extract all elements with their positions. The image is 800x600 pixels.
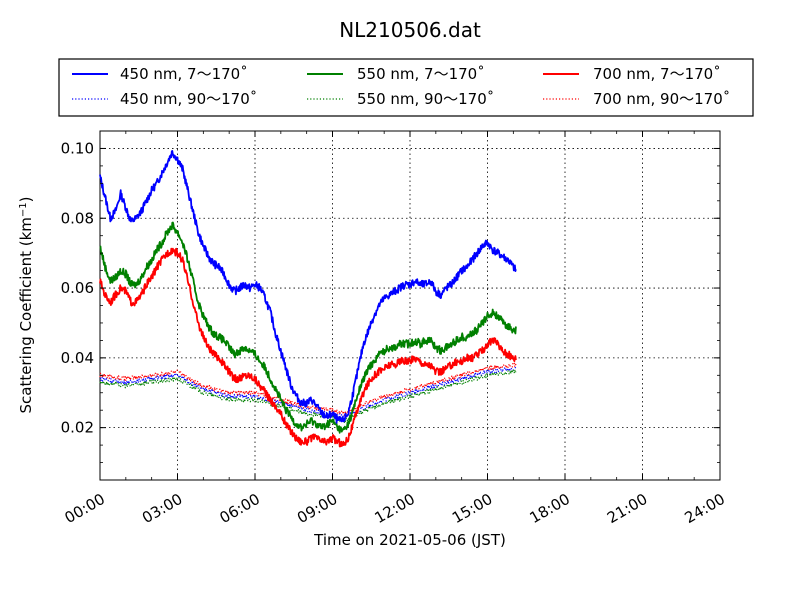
y-tick-label: 0.06 [61,279,94,297]
y-tick-label: 0.02 [61,419,94,437]
legend-label: 550 nm, 90～170˚ [357,90,494,108]
x-tick-label: 24:00 [682,490,728,527]
x-tick-label: 18:00 [527,490,573,527]
y-tick-label: 0.04 [61,349,94,367]
series-line-2 [99,221,517,434]
x-tick-label: 03:00 [139,490,185,527]
plot-area: 00:00 03:00 06:00 09:00 12:00 15:00 18:00 21:00… [61,130,728,527]
chart-title: NL210506.dat [339,18,481,42]
x-tick-label: 15:00 [449,490,495,527]
y-tick-label: 0.08 [61,209,94,227]
series-line-0 [99,150,517,424]
legend-frame [58,58,754,117]
x-axis-label: Time on 2021-05-06 (JST) [313,531,506,549]
y-axis-label-sup: −1 [18,202,29,217]
legend-label: 550 nm, 7～170˚ [357,65,485,83]
series-line-1 [99,367,517,419]
x-tick-label: 06:00 [217,490,263,527]
x-tick-label: 09:00 [294,490,340,527]
legend-label: 450 nm, 7～170˚ [120,65,248,83]
x-tick-label: 12:00 [372,490,418,527]
x-tick-label: 00:00 [62,490,108,527]
y-tick-label: 0.10 [61,139,94,157]
series-line-3 [99,369,517,423]
legend: 450 nm, 7～170˚ 450 nm, 90～170˚ 550 nm, 7～1… [58,58,754,117]
legend-label: 700 nm, 90～170˚ [593,90,730,108]
legend-label: 700 nm, 7～170˚ [593,65,721,83]
y-axis-label-main: Scattering Coefficient (km [17,217,35,413]
y-axis-label-end: ) [17,196,35,202]
y-axis-label: Scattering Coefficient (km−1) [17,196,35,413]
legend-label: 450 nm, 90～170˚ [120,90,257,108]
x-tick-label: 21:00 [604,490,650,527]
series-line-4 [99,247,517,448]
